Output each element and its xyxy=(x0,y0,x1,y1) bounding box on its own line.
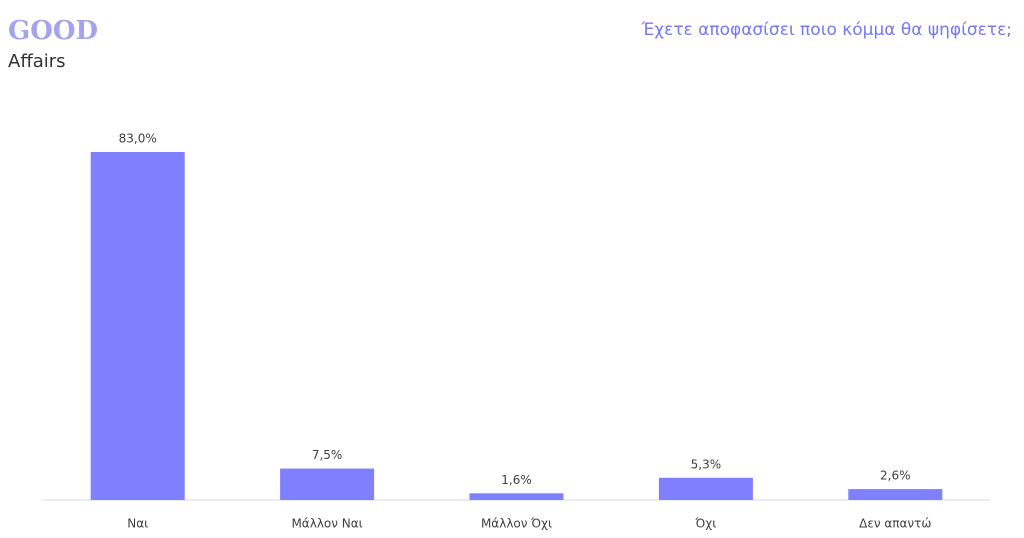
data-label: 5,3% xyxy=(691,457,722,471)
data-label: 7,5% xyxy=(312,448,343,462)
x-tick-label: Ναι xyxy=(127,517,148,531)
data-label: 1,6% xyxy=(501,473,532,487)
data-label: 2,6% xyxy=(880,469,911,483)
data-label: 83,0% xyxy=(119,132,157,146)
x-tick-label: Μάλλον Ναι xyxy=(291,517,362,531)
logo-good: GOOD xyxy=(8,16,98,46)
logo-affairs: Affairs xyxy=(8,51,66,72)
chart-title: Έχετε αποφασίσει ποιο κόμμα θα ψηφίσετε; xyxy=(641,20,1012,40)
bar xyxy=(469,493,564,500)
x-tick-label: Όχι xyxy=(695,517,717,531)
bar xyxy=(848,489,943,500)
bar xyxy=(90,152,185,500)
x-tick-label: Μάλλον Όχι xyxy=(481,517,552,531)
x-tick-label: Δεν απαντώ xyxy=(859,517,931,531)
bar xyxy=(280,468,375,500)
bar xyxy=(658,477,753,500)
